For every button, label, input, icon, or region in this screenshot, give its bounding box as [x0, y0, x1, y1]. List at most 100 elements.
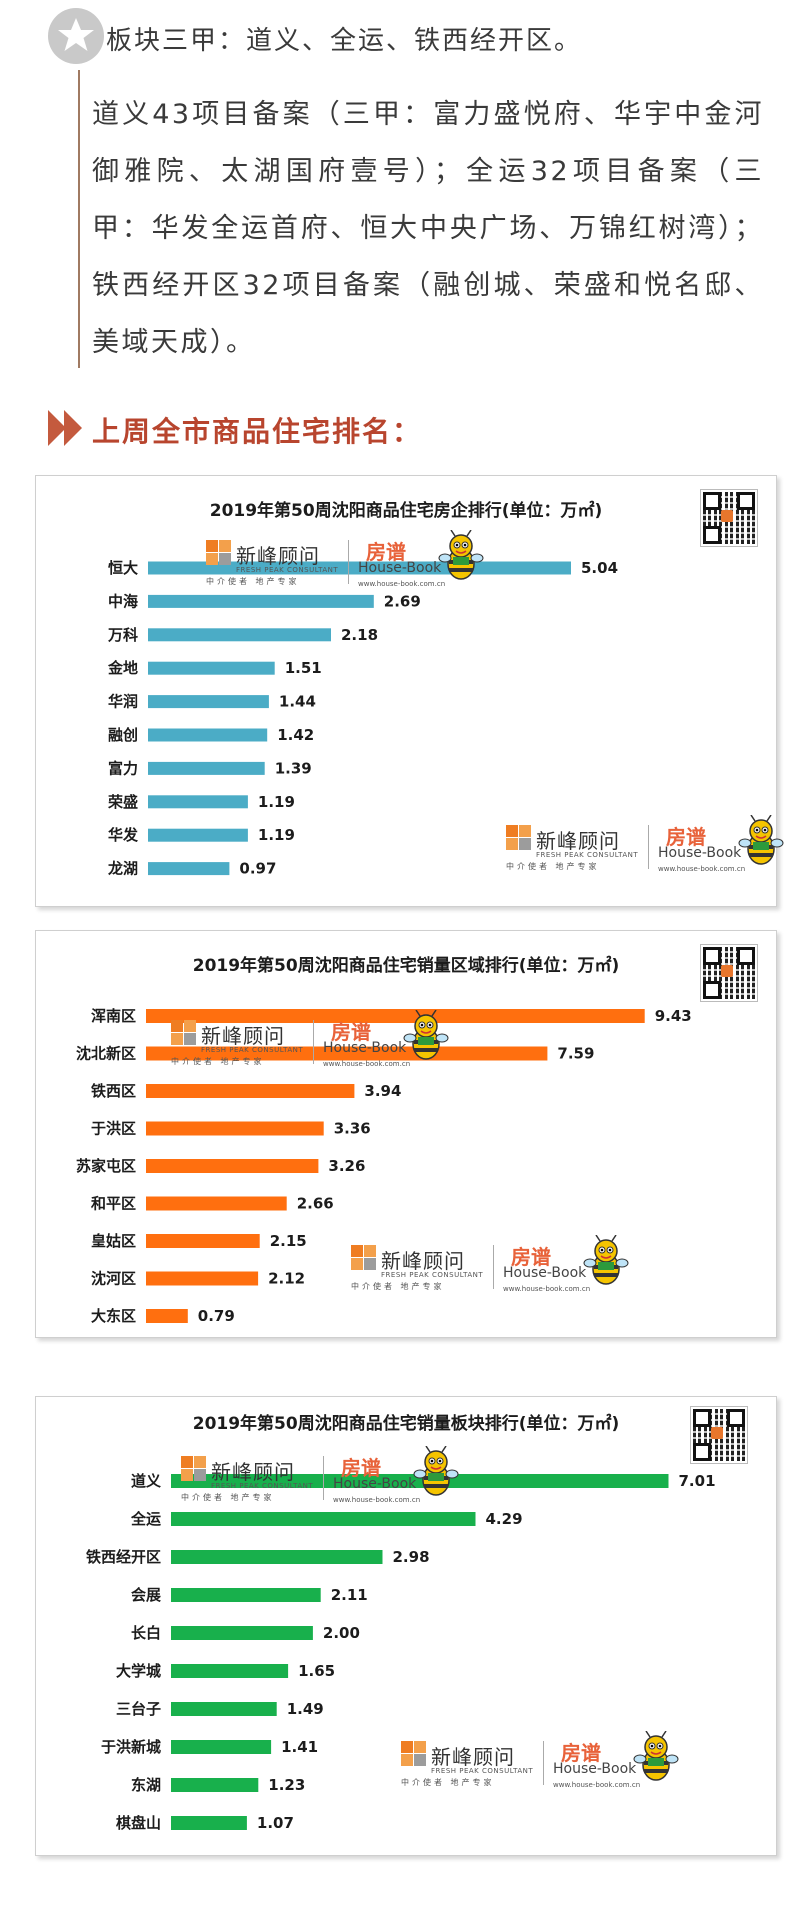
- chart-panel-districts: 2019年第50周沈阳商品住宅销量区域排行(单位：万㎡) 浑南区 9.43 沈北新区…: [35, 930, 777, 1338]
- category-label: 沈河区: [91, 1270, 136, 1288]
- value-label: 7.01: [679, 1472, 716, 1490]
- category-label: 龙湖: [107, 860, 138, 878]
- watermark-logo: 新峰顾问 FRESH PEAK CONSULTANT 中介使者 地产专家 房谱 Hous…: [206, 529, 506, 596]
- value-label: 0.79: [198, 1307, 235, 1325]
- bar: [171, 1702, 277, 1716]
- ranking-heading: 上周全市商品住宅排名：: [92, 415, 423, 448]
- category-label: 恒大: [108, 559, 138, 577]
- value-label: 1.23: [268, 1776, 305, 1794]
- category-label: 全运: [130, 1510, 161, 1528]
- category-label: 于洪区: [91, 1120, 136, 1138]
- category-label: 铁西区: [91, 1082, 136, 1100]
- value-label: 4.29: [486, 1510, 523, 1528]
- bar: [146, 1009, 645, 1023]
- bar: [171, 1588, 321, 1602]
- bar: [171, 1816, 247, 1830]
- qr-code[interactable]: [690, 1406, 748, 1464]
- category-label: 和平区: [91, 1195, 136, 1213]
- value-label: 2.98: [393, 1548, 430, 1566]
- quote-divider: [78, 70, 80, 368]
- category-label: 中海: [108, 592, 138, 610]
- bar: [148, 695, 269, 709]
- category-label: 金地: [107, 659, 138, 677]
- bar: [148, 761, 265, 775]
- bar: [171, 1550, 383, 1564]
- value-label: 1.49: [287, 1700, 324, 1718]
- value-label: 1.19: [258, 793, 295, 811]
- watermark-logo: 新峰顾问 FRESH PEAK CONSULTANT 中介使者 地产专家 房谱 Hous…: [506, 814, 784, 881]
- value-label: 2.66: [297, 1195, 334, 1213]
- bar: [146, 1309, 188, 1323]
- bar: [148, 594, 374, 608]
- value-label: 2.00: [323, 1624, 360, 1642]
- category-label: 长白: [131, 1624, 161, 1642]
- value-label: 7.59: [557, 1045, 594, 1063]
- bar: [171, 1778, 259, 1792]
- category-label: 大学城: [116, 1662, 161, 1680]
- bar: [146, 1159, 319, 1173]
- value-label: 5.04: [581, 559, 618, 577]
- category-label: 于洪新城: [101, 1738, 161, 1756]
- category-label: 荣盛: [107, 793, 138, 811]
- watermark-logo: 新峰顾问 FRESH PEAK CONSULTANT 中介使者 地产专家 房谱 Hous…: [181, 1445, 501, 1512]
- bar: [171, 1626, 313, 1640]
- chart-districts: 2019年第50周沈阳商品住宅销量区域排行(单位：万㎡) 浑南区 9.43 沈北新区…: [76, 955, 692, 1325]
- category-label: 华发: [108, 826, 139, 844]
- value-label: 1.44: [279, 693, 316, 711]
- bar: [171, 1512, 476, 1526]
- category-label: 融创: [108, 726, 138, 744]
- value-label: 1.51: [285, 659, 322, 677]
- category-label: 棋盘山: [116, 1814, 161, 1832]
- chart-blocks: 2019年第50周沈阳商品住宅销量板块排行(单位：万㎡) 道义 7.01 全运 4.2…: [86, 1413, 716, 1832]
- bar: [146, 1196, 287, 1211]
- category-label: 浑南区: [91, 1007, 136, 1025]
- value-label: 9.43: [655, 1007, 692, 1025]
- chart-title: 2019年第50周沈阳商品住宅销量板块排行(单位：万㎡): [193, 1413, 620, 1434]
- category-label: 苏家屯区: [76, 1157, 136, 1175]
- bar: [146, 1121, 324, 1136]
- category-label: 三台子: [116, 1700, 161, 1718]
- category-label: 沈北新区: [76, 1045, 136, 1063]
- section-heading: 板块三甲：道义、全运、铁西经开区。: [106, 26, 583, 56]
- value-label: 1.42: [277, 726, 314, 744]
- category-label: 东湖: [131, 1776, 161, 1794]
- intro-paragraph: 道义43项目备案（三甲：富力盛悦府、华宇中金河御雅院、太湖国府壹号）；全运32项…: [92, 99, 764, 358]
- chart-panel-developers: 2019年第50周沈阳商品住宅房企排行(单位：万㎡) 恒大 5.04 中海 2.69 万…: [35, 475, 784, 907]
- bar: [148, 628, 331, 642]
- category-label: 会展: [131, 1586, 161, 1604]
- bar: [148, 728, 268, 742]
- chart-panel-blocks: 2019年第50周沈阳商品住宅销量板块排行(单位：万㎡) 道义 7.01 全运 4.2…: [35, 1396, 777, 1856]
- bar: [171, 1474, 669, 1488]
- value-label: 1.07: [257, 1814, 294, 1832]
- value-label: 2.12: [268, 1270, 305, 1288]
- bar: [146, 1271, 259, 1286]
- category-label: 万科: [107, 626, 138, 644]
- category-label: 道义: [131, 1472, 161, 1490]
- category-label: 铁西经开区: [86, 1548, 161, 1566]
- value-label: 1.19: [258, 826, 295, 844]
- qr-code[interactable]: [700, 489, 758, 547]
- qr-code[interactable]: [700, 944, 758, 1002]
- value-label: 3.26: [328, 1157, 365, 1175]
- bar: [148, 828, 248, 842]
- chart-developers: 2019年第50周沈阳商品住宅房企排行(单位：万㎡) 恒大 5.04 中海 2.69 万…: [107, 500, 618, 878]
- value-label: 1.65: [298, 1662, 335, 1680]
- value-label: 0.97: [239, 860, 276, 878]
- watermark-logo: 新峰顾问 FRESH PEAK CONSULTANT 中介使者 地产专家 房谱 Hous…: [401, 1730, 721, 1797]
- watermark-logo: 新峰顾问 FRESH PEAK CONSULTANT 中介使者 地产专家 房谱 Hous…: [171, 1009, 491, 1076]
- value-label: 1.41: [281, 1738, 318, 1756]
- bar: [146, 1046, 548, 1061]
- value-label: 2.69: [384, 592, 421, 610]
- bar: [146, 1084, 355, 1098]
- value-label: 3.94: [364, 1082, 401, 1100]
- value-label: 2.18: [341, 626, 378, 644]
- watermark-logo: 新峰顾问 FRESH PEAK CONSULTANT 中介使者 地产专家 房谱 Hous…: [351, 1234, 671, 1301]
- star-icon: [48, 8, 104, 64]
- category-label: 大东区: [91, 1307, 136, 1325]
- chart-title: 2019年第50周沈阳商品住宅房企排行(单位：万㎡): [210, 500, 603, 521]
- value-label: 1.39: [275, 759, 312, 777]
- bar: [171, 1664, 289, 1678]
- bar: [148, 661, 275, 675]
- bar: [148, 795, 248, 809]
- bar: [148, 862, 230, 876]
